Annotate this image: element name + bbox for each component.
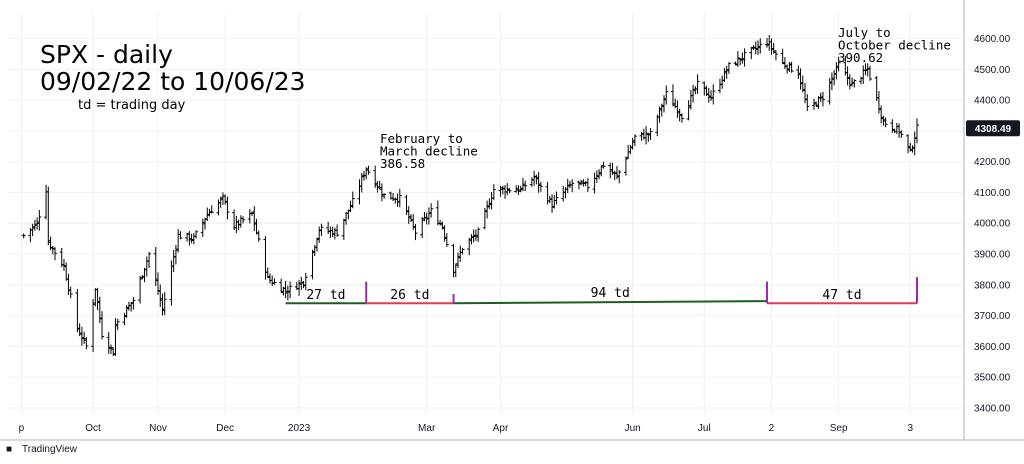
annotation-feb-mar: March decline (380, 144, 478, 159)
x-tick-label: Nov (149, 423, 167, 434)
x-tick-label: 2 (769, 423, 775, 434)
annotation-jul-oct: 390.62 (838, 50, 883, 65)
axes: 3400.00 3500.00 3600.00 3700.00 3800.00 3900.… (0, 0, 1024, 441)
last-price-label: 4308.49 (975, 124, 1012, 135)
annotation-jul-oct: October decline (838, 38, 951, 53)
last-price-badge (966, 120, 1020, 137)
chart-subtitle: 09/02/22 to 10/06/23 (40, 67, 306, 96)
annotation-feb-mar: 386.58 (380, 156, 425, 171)
y-tick-label: 3500.00 (974, 373, 1011, 384)
x-tick-label: Apr (493, 423, 509, 434)
x-tick-label: Sep (830, 423, 848, 434)
y-tick-label: 4400.00 (974, 96, 1011, 107)
x-tick-label: Jul (698, 423, 711, 434)
x-tick-label: 2023 (288, 423, 311, 434)
x-tick-label: p (19, 423, 25, 434)
y-tick-label: 4500.00 (974, 65, 1011, 76)
y-tick-label: 4200.00 (974, 157, 1011, 168)
y-tick-label: 4600.00 (974, 34, 1011, 45)
x-tick-label: Dec (216, 423, 234, 434)
price-bars (21, 35, 919, 357)
x-tick-label: Jun (625, 423, 641, 434)
td-segment-label: 47 td (822, 288, 861, 303)
x-tick-label: Oct (85, 423, 101, 434)
trading-day-segments: 27 td 26 td 94 td 47 td (285, 277, 918, 305)
tradingview-logo-icon: ■ (6, 444, 12, 455)
x-tick-label: Mar (418, 423, 436, 434)
y-tick-label: 3600.00 (974, 342, 1011, 353)
grid-lines (8, 14, 964, 414)
td-segment-label: 26 td (390, 288, 429, 303)
td-segment-line (453, 300, 767, 305)
annotation-jul-oct: July to (838, 25, 891, 40)
y-tick-label: 4100.00 (974, 188, 1011, 199)
td-segment-label: 94 td (591, 286, 630, 301)
td-note: td = trading day (78, 98, 186, 113)
y-tick-label: 4000.00 (974, 219, 1011, 230)
tradingview-logo-text: TradingView (22, 444, 78, 455)
annotation-feb-mar: February to (380, 131, 463, 146)
y-tick-label: 3400.00 (974, 403, 1011, 414)
y-tick-label: 3700.00 (974, 311, 1011, 322)
chart-title: SPX - daily (40, 40, 173, 69)
y-tick-label: 3800.00 (974, 280, 1011, 291)
x-tick-label: 3 (907, 423, 913, 434)
y-tick-label: 3900.00 (974, 250, 1011, 261)
td-segment-label: 27 td (306, 288, 345, 303)
